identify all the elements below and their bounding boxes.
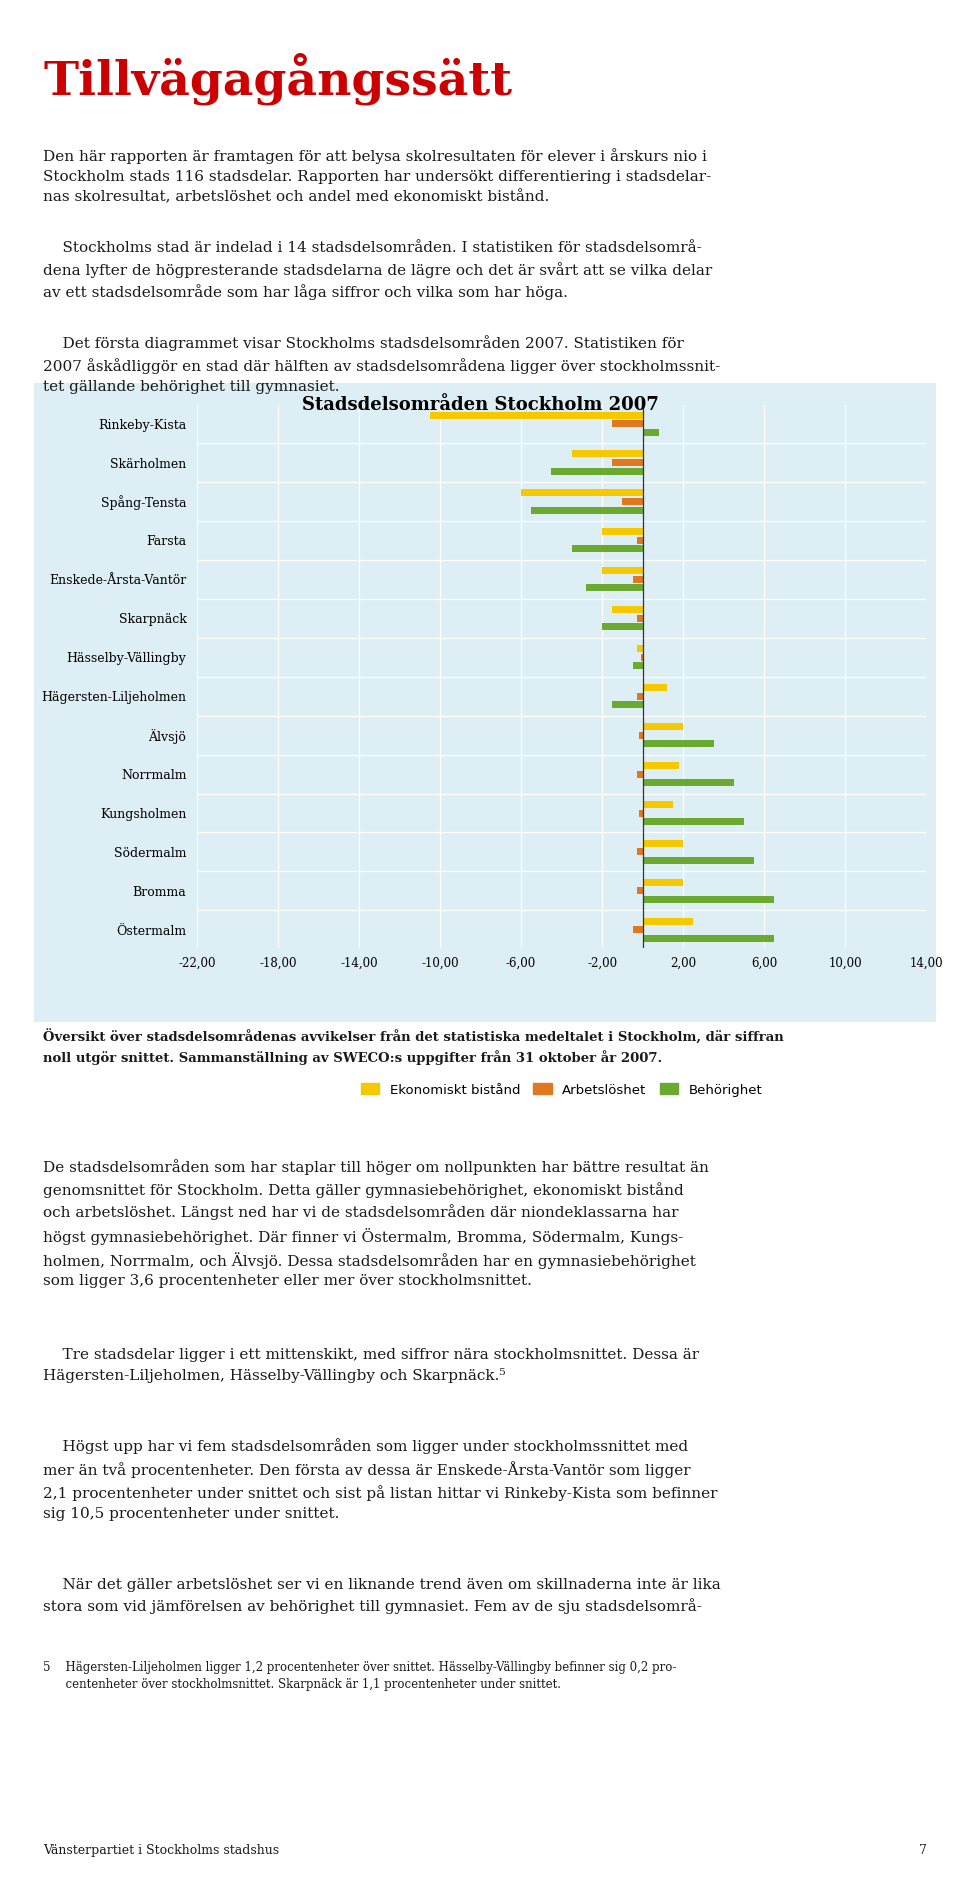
Bar [622, 498, 642, 505]
Bar [633, 926, 642, 933]
Text: Översikt över stadsdelsområdenas avvikelser från det statistiska medeltalet i St: Översikt över stadsdelsområdenas avvikel… [43, 1029, 784, 1065]
Bar [642, 684, 667, 692]
Bar [531, 507, 642, 513]
Text: 7: 7 [919, 1844, 926, 1857]
Bar [612, 420, 642, 428]
Text: Stockholms stad är indelad i 14 stadsdelsområden. I statistiken för stadsdelsomr: Stockholms stad är indelad i 14 stadsdel… [43, 241, 712, 300]
Bar [572, 451, 642, 458]
Bar [642, 741, 713, 746]
Bar [602, 567, 642, 575]
Text: 5    Hägersten-Liljeholmen ligger 1,2 procentenheter över snittet. Hässelby-Väll: 5 Hägersten-Liljeholmen ligger 1,2 proce… [43, 1661, 677, 1691]
Bar [640, 654, 642, 662]
Text: Vänsterpartiet i Stockholms stadshus: Vänsterpartiet i Stockholms stadshus [43, 1844, 279, 1857]
Bar [638, 809, 642, 816]
Bar [633, 575, 642, 582]
Bar [642, 818, 744, 826]
Bar [642, 895, 775, 903]
Bar [586, 584, 642, 592]
Bar [636, 692, 642, 699]
Bar [642, 858, 755, 863]
Text: Den här rapporten är framtagen för att belysa skolresultaten för elever i årskur: Den här rapporten är framtagen för att b… [43, 149, 711, 204]
Bar [642, 779, 733, 786]
Bar [636, 537, 642, 545]
Bar [572, 545, 642, 552]
Text: Det första diagrammet visar Stockholms stadsdelsområden 2007. Statistiken för
20: Det första diagrammet visar Stockholms s… [43, 336, 720, 394]
Text: De stadsdelsområden som har staplar till höger om nollpunkten har bättre resulta: De stadsdelsområden som har staplar till… [43, 1159, 709, 1287]
Bar [638, 731, 642, 739]
Bar [636, 848, 642, 856]
Legend: Ekonomiskt bistånd, Arbetslöshet, Behörighet: Ekonomiskt bistånd, Arbetslöshet, Behöri… [355, 1078, 768, 1103]
Text: När det gäller arbetslöshet ser vi en liknande trend även om skillnaderna inte ä: När det gäller arbetslöshet ser vi en li… [43, 1578, 721, 1614]
Bar [636, 888, 642, 893]
Bar [636, 771, 642, 779]
Bar [642, 428, 659, 435]
Bar [642, 878, 684, 886]
Bar [551, 467, 642, 475]
Bar [642, 935, 775, 942]
Text: Tre stadsdelar ligger i ett mittenskikt, med siffror nära stockholmsnittet. Dess: Tre stadsdelar ligger i ett mittenskikt,… [43, 1348, 699, 1384]
Bar [521, 490, 642, 496]
Bar [612, 701, 642, 709]
Bar [642, 801, 673, 809]
Bar [612, 460, 642, 466]
Bar [612, 607, 642, 613]
Text: Högst upp har vi fem stadsdelsområden som ligger under stockholmssnittet med
mer: Högst upp har vi fem stadsdelsområden so… [43, 1438, 718, 1521]
Bar [642, 918, 693, 926]
Bar [602, 528, 642, 535]
Bar [636, 645, 642, 652]
Bar [602, 624, 642, 630]
Bar [642, 724, 684, 729]
Bar [636, 615, 642, 622]
Text: Stadsdelsområden Stockholm 2007: Stadsdelsområden Stockholm 2007 [301, 396, 659, 415]
Bar [633, 662, 642, 669]
Text: Tillvägagångssätt: Tillvägagångssätt [43, 53, 513, 106]
Bar [642, 762, 679, 769]
Bar [430, 411, 642, 418]
Bar [642, 841, 684, 846]
